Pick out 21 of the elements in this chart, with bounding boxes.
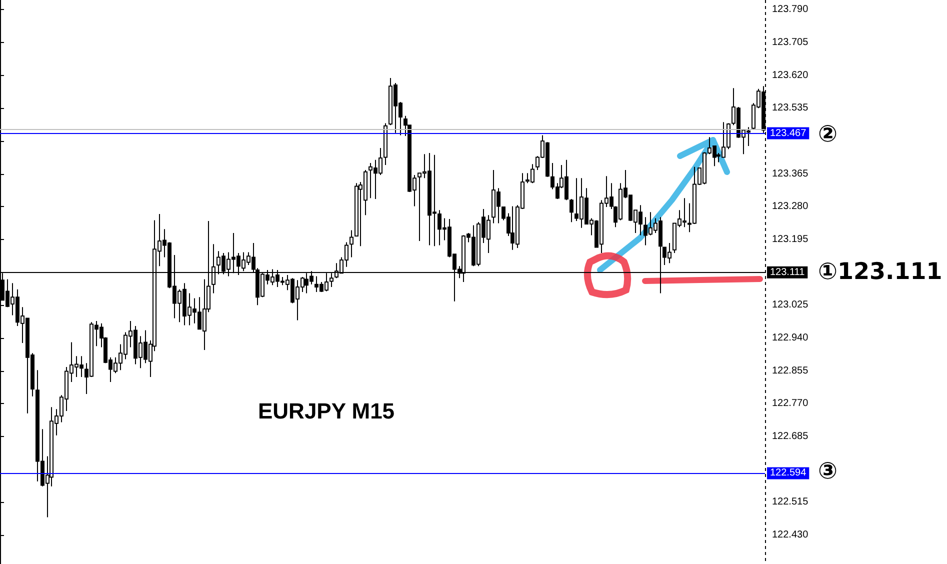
y-tick-label: 122.940 [772, 332, 809, 344]
text: ② [818, 121, 838, 148]
y-tick-label: 123.790 [772, 4, 809, 16]
text: ①123.111 [818, 258, 942, 285]
y-tick-label: 123.705 [772, 36, 809, 48]
ref-line-label: 122.594 [770, 468, 807, 479]
y-tick-label: 122.770 [772, 398, 809, 410]
y-tick-label: 122.685 [772, 431, 809, 442]
y-tick-label: 122.855 [772, 365, 809, 376]
y-tick-label: 123.280 [772, 201, 809, 212]
y-tick-label: 123.620 [772, 70, 809, 81]
ref-line-label: 123.467 [770, 128, 807, 139]
y-tick-label: 122.430 [772, 530, 809, 541]
y-tick-label: 123.535 [772, 102, 809, 114]
y-tick-label: 123.365 [772, 168, 809, 180]
y-tick-label: 122.515 [772, 496, 809, 508]
ref-line-label: 123.111 [770, 266, 806, 278]
y-tick-label: 123.195 [772, 234, 809, 246]
text: ③ [818, 458, 838, 485]
y-tick-label: 123.025 [772, 300, 809, 311]
annotation: EURJPY M15 [258, 398, 395, 424]
